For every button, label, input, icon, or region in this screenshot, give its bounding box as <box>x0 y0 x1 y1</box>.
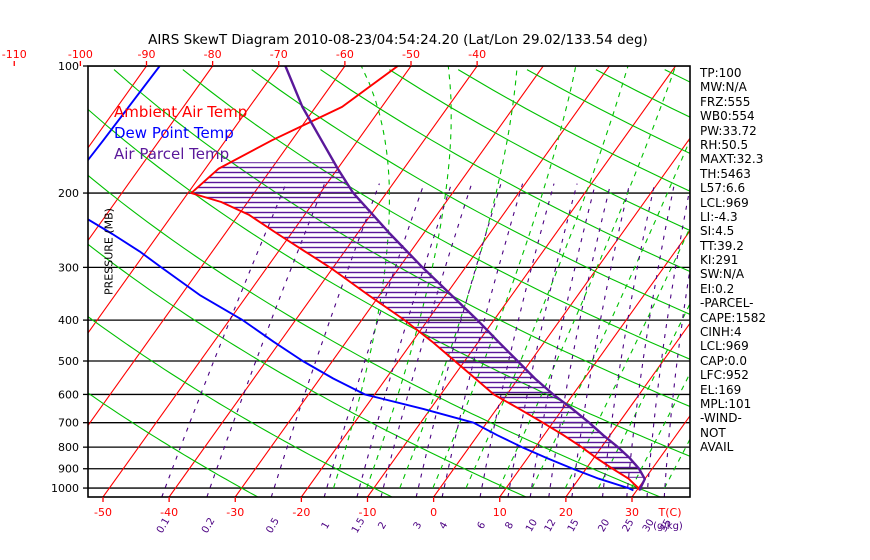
mixing-ratio-tick-label: 12 <box>543 517 559 534</box>
sounding-index-item: LCL:969 <box>700 339 749 354</box>
legend-label: Ambient Air Temp <box>114 103 247 121</box>
plot-border <box>87 65 691 498</box>
pressure-tick-label: 100 <box>58 60 79 73</box>
mixing-ratio-tick-label: 0.1 <box>155 516 172 535</box>
sounding-index-item: LI:-4.3 <box>700 209 738 224</box>
sounding-indices-panel: TP:100 MW:N/A FRZ:555 WB0:554 PW:33.72 RH:50.… <box>700 66 865 455</box>
temp-tick-label: 30 <box>625 506 639 519</box>
series-curve <box>284 66 646 491</box>
mixing-ratio-tick-label: 0.5 <box>264 516 281 535</box>
temp-top-tick-label: -80 <box>204 48 222 61</box>
mixing-ratio-tick-label: 25 <box>621 517 637 534</box>
pressure-tick-label: 300 <box>58 261 79 274</box>
temp-top-tick-label: -90 <box>138 48 156 61</box>
sounding-index-item: LFC:952 <box>700 368 749 383</box>
series-curve <box>88 66 634 492</box>
pressure-axis-title: PRESSURE (MB) <box>102 208 116 295</box>
temp-tick-label: -40 <box>160 506 178 519</box>
pressure-tick-label: 900 <box>58 463 79 476</box>
pressure-tick-label: 1000 <box>51 482 79 495</box>
temp-top-tick-label: -60 <box>336 48 354 61</box>
temp-top-tick-label: -40 <box>468 48 486 61</box>
mixing-ratio-tick-label: 3 <box>412 520 425 531</box>
sounding-index-item: EL:169 <box>700 382 742 397</box>
temp-tick-label: -20 <box>292 506 310 519</box>
temp-tick-label: 10 <box>493 506 507 519</box>
temp-tick-label: 20 <box>559 506 573 519</box>
sounding-index-item: L57:6.6 <box>700 181 746 196</box>
temp-top-tick-label: -100 <box>68 48 93 61</box>
pressure-tick-label: 200 <box>58 187 79 200</box>
series-layer <box>88 66 646 492</box>
sounding-index-item: FRZ:555 <box>700 94 751 109</box>
mixing-ratio-tick-label: 20 <box>596 517 612 534</box>
pressure-tick-label: 500 <box>58 355 79 368</box>
sounding-index-item: TP:100 <box>700 66 742 80</box>
pressure-tick-label: 800 <box>58 441 79 454</box>
sounding-index-item: TT:39.2 <box>700 238 744 253</box>
sounding-index-item: -WIND- <box>700 411 742 426</box>
sounding-index-item: KI:291 <box>700 253 739 268</box>
sounding-index-item: CINH:4 <box>700 325 742 340</box>
mixing-ratio-tick-label: 15 <box>566 517 582 534</box>
mixing-ratio-tick-label: 10 <box>524 517 540 534</box>
mixing-ratio-tick-label: 1.5 <box>350 516 367 535</box>
sounding-index-item: MAXT:32.3 <box>700 152 764 167</box>
sounding-index-item: EI:0.2 <box>700 281 735 296</box>
sounding-index-item: MPL:101 <box>700 396 752 411</box>
pressure-tick-label: 400 <box>58 314 79 327</box>
temp-tick-label: -50 <box>94 506 112 519</box>
mixing-ratio-tick-label: 6 <box>476 520 489 531</box>
pressure-tick-label: 600 <box>58 388 79 401</box>
sounding-index-item: NOT <box>700 425 726 440</box>
mixing-ratio-axis-title: (g/kg) <box>653 521 683 532</box>
sounding-index-item: SI:4.5 <box>700 224 735 239</box>
sounding-index-item: WB0:554 <box>700 109 755 124</box>
axis-ticks-layer <box>13 61 633 502</box>
mixing-ratio-tick-label: 1 <box>320 520 333 531</box>
legend-layer: Ambient Air Temp Dew Point Temp Air Parcel… <box>114 103 247 163</box>
sounding-index-item: LCL:969 <box>700 195 749 210</box>
temp-top-tick-label: -70 <box>270 48 288 61</box>
sounding-index-item: PW:33.72 <box>700 123 757 138</box>
temp-tick-label: 0 <box>430 506 437 519</box>
mixing-ratio-tick-label: 2 <box>376 520 389 531</box>
sounding-index-item: -PARCEL- <box>700 296 754 311</box>
sounding-index-item: MW:N/A <box>700 80 747 95</box>
sounding-index-item: CAP:0.0 <box>700 353 747 368</box>
pressure-tick-label: 700 <box>58 417 79 430</box>
mixing-ratio-tick-label: 4 <box>438 520 451 531</box>
sounding-index-item: RH:50.5 <box>700 137 749 152</box>
mixing-ratio-tick-label: 8 <box>503 520 516 531</box>
sounding-index-item: SW:N/A <box>700 267 745 282</box>
series-curve <box>190 66 641 491</box>
temp-axis-title: T(C) <box>658 506 682 519</box>
legend-label: Dew Point Temp <box>114 124 234 142</box>
sounding-index-item: CAPE:1582 <box>700 310 766 325</box>
sounding-index-item: TH:5463 <box>700 166 751 181</box>
temp-top-tick-label: -50 <box>402 48 420 61</box>
legend-label: Air Parcel Temp <box>114 145 229 163</box>
temp-top-tick-label: -110 <box>2 48 27 61</box>
temp-tick-label: -10 <box>359 506 377 519</box>
temp-tick-label: -30 <box>226 506 244 519</box>
mixing-ratio-tick-label: 0.2 <box>200 516 217 535</box>
sounding-index-item: AVAIL <box>700 440 734 455</box>
page-title: AIRS SkewT Diagram 2010-08-23/04:54:24.2… <box>148 32 648 48</box>
